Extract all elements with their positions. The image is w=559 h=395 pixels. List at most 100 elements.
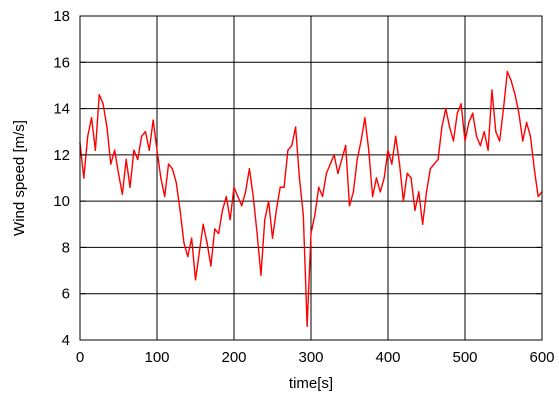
data-point [229,218,231,221]
data-point [448,126,451,128]
data-point [460,103,462,105]
data-point [233,186,235,188]
data-point [433,163,435,165]
data-point [379,191,381,193]
data-point [475,135,478,138]
data-point [167,163,170,165]
x-tick-label: 0 [76,349,84,366]
data-point [237,195,239,198]
data-point [468,121,470,124]
tick-marks [79,15,543,341]
data-point [102,103,104,105]
data-point [445,107,447,110]
x-tick-label: 300 [298,349,323,366]
data-point [395,135,397,138]
y-tick-label: 12 [53,147,70,164]
data-point [264,218,266,221]
y-tick-labels: 4 6 8 10 12 14 16 18 [53,8,70,349]
data-point [391,163,393,165]
data-point [148,149,150,151]
data-point [194,279,197,281]
data-point [506,70,509,73]
data-point [267,200,270,202]
data-point [348,205,351,207]
data-point [518,112,520,114]
data-point [190,237,193,239]
data-point [198,251,201,253]
data-point [90,117,93,119]
data-point [387,149,389,151]
data-point [298,177,301,179]
y-tick-label: 8 [62,239,70,256]
data-point [217,232,220,235]
data-point [352,191,355,193]
data-point [248,168,251,170]
x-tick-labels: 0 100 200 300 400 500 600 [76,349,555,366]
data-point [294,126,297,128]
data-point [495,131,497,133]
data-point [525,121,528,124]
data-point [522,140,524,142]
data-point [306,325,308,327]
data-point [360,140,362,142]
data-point [498,140,501,142]
y-tick-label: 18 [53,8,70,25]
data-point [314,214,316,216]
data-point [252,195,254,198]
y-tick-label: 6 [62,286,70,303]
data-point [179,209,181,212]
data-point [502,107,505,110]
data-point [483,131,485,133]
data-point [464,140,466,142]
data-point [187,255,189,258]
data-point [406,172,408,175]
data-point [321,195,324,198]
data-point [117,172,120,175]
data-point [371,195,374,198]
data-point [133,149,135,151]
data-point [437,158,439,161]
data-point [241,205,243,207]
data-point [214,228,216,230]
data-point [94,149,97,151]
data-point [472,112,474,114]
data-point [279,186,281,188]
y-tick-label: 16 [53,54,70,71]
x-axis-label: time[s] [289,375,333,392]
data-point [152,119,154,121]
data-point [275,209,278,212]
data-point [110,163,112,165]
data-point [183,242,185,244]
data-point [529,135,532,138]
data-point [206,242,208,244]
data-point [271,237,274,239]
data-point [325,172,328,175]
grid [79,15,543,341]
data-point [383,177,385,179]
data-point [210,265,212,267]
data-point [510,80,512,82]
data-point [514,93,516,96]
data-point [87,135,89,138]
data-point [368,149,370,151]
data-point [221,209,224,212]
data-point [402,200,405,202]
data-point [533,168,535,170]
data-point [171,168,174,170]
data-point [121,193,124,195]
data-point [160,177,162,179]
data-point [125,158,127,161]
data-point [418,191,420,193]
data-point [302,214,304,216]
data-point [244,191,247,193]
data-point [479,144,482,147]
data-point [421,223,424,225]
data-point [456,112,458,114]
data-point [344,144,347,147]
data-point [260,274,262,276]
x-tick-label: 400 [375,349,400,366]
data-point [98,93,100,96]
y-axis-label: Wind speed [m/s] [11,120,28,236]
data-point [375,177,378,179]
